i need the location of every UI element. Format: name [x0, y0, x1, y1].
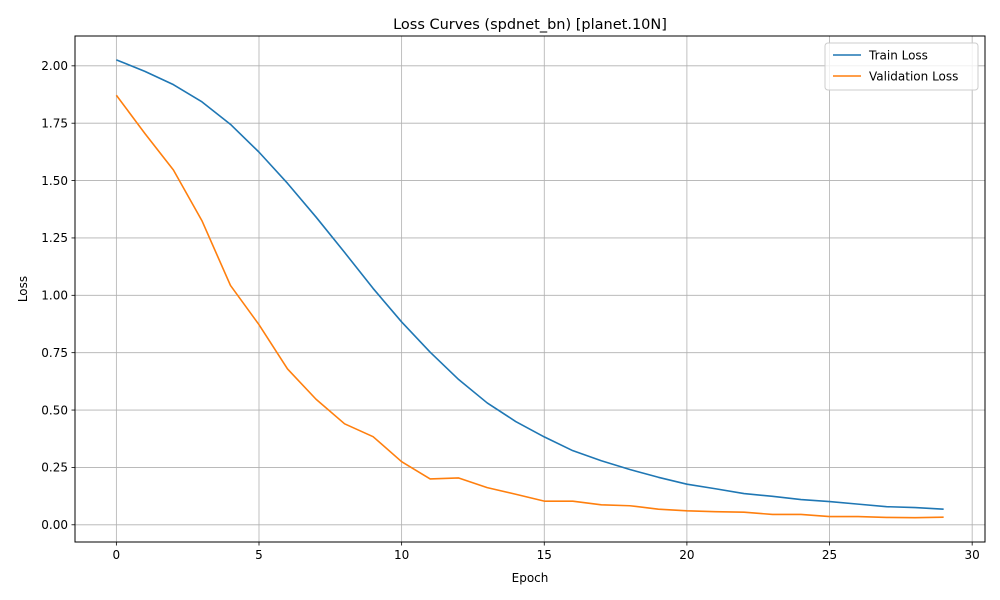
y-tick-label: 2.00 — [41, 59, 68, 73]
series-line-1 — [115, 94, 944, 519]
series-lines — [115, 59, 944, 519]
chart-title: Loss Curves (spdnet_bn) [planet.10N] — [393, 17, 667, 33]
plot-frame — [74, 35, 986, 543]
x-tick-label: 20 — [679, 548, 694, 562]
x-axis-label: Epoch — [512, 571, 549, 585]
series-line-0 — [116, 59, 944, 510]
y-tick-label: 1.75 — [41, 117, 68, 131]
legend-box — [824, 42, 979, 91]
legend: Train Loss Validation Loss — [824, 42, 979, 91]
y-tick-label: 0.75 — [41, 346, 68, 360]
x-tick-label: 5 — [255, 548, 263, 562]
grid-lines — [75, 36, 985, 542]
y-tick-label: 1.00 — [41, 289, 68, 303]
y-tick-label: 0.50 — [41, 403, 68, 417]
legend-label-0: Train Loss — [868, 48, 928, 62]
x-tick-label: 10 — [394, 548, 409, 562]
y-axis-label: Loss — [16, 276, 30, 302]
axis-ticks: 0 5 10 15 20 25 30 0.00 0.25 0.50 0.75 1.00 1.25 1.50… — [41, 59, 980, 562]
legend-label-1: Validation Loss — [869, 69, 958, 83]
x-tick-label: 15 — [537, 548, 552, 562]
y-tick-label: 1.50 — [41, 174, 68, 188]
y-tick-label: 0.00 — [41, 518, 68, 532]
x-tick-label: 0 — [113, 548, 121, 562]
x-tick-label: 25 — [822, 548, 837, 562]
y-tick-label: 0.25 — [41, 461, 68, 475]
x-tick-label: 30 — [965, 548, 980, 562]
y-tick-label: 1.25 — [41, 231, 68, 245]
